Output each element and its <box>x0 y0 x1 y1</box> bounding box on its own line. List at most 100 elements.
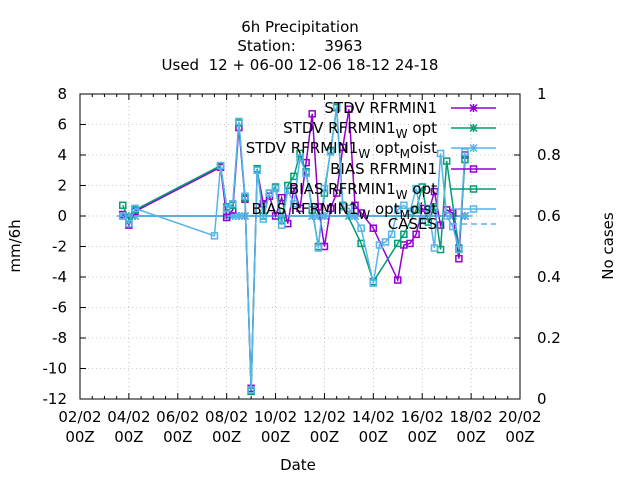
y2-tick-label: 0.2 <box>537 329 561 347</box>
chart-ticks: 02/02 00Z 04/02 00Z 06/02 00Z 08/02 00Z 10/02 00Z… <box>43 85 561 446</box>
series-point <box>314 244 323 252</box>
series-point <box>345 204 353 213</box>
y-tick-label: 8 <box>57 85 67 103</box>
series-point <box>247 386 255 394</box>
x-tick-label: 00Z <box>212 428 241 446</box>
series-point <box>400 201 408 210</box>
series-point <box>229 200 237 208</box>
series-point <box>332 189 341 197</box>
legend-entry-label: BIAS RFRMIN1W optMoist <box>251 200 437 222</box>
legend-entry-label: BIAS RFRMIN1 <box>330 160 437 178</box>
series-point <box>424 204 433 213</box>
legend-entry-label: CASES <box>388 215 437 233</box>
series-point <box>326 148 335 156</box>
y2-tick-label: 0 <box>537 390 547 408</box>
series-point <box>461 148 469 156</box>
series-point <box>394 239 402 248</box>
x-tick-label: 00Z <box>408 428 437 446</box>
series-point <box>369 224 378 232</box>
series-point <box>302 169 310 178</box>
x-tick-label: 02/02 <box>58 408 101 426</box>
x-tick-label: 18/02 <box>449 408 492 426</box>
series-point <box>308 203 316 211</box>
chart-title-line-1: 6h Precipitation <box>241 18 359 36</box>
series-5 <box>119 102 469 394</box>
series-point <box>345 105 353 113</box>
x-tick-label: 14/02 <box>352 408 395 426</box>
series-point <box>235 117 243 126</box>
series-point <box>222 204 231 213</box>
series-point <box>271 184 280 193</box>
series-point <box>430 244 439 252</box>
series-point <box>222 213 231 222</box>
x-tick-label: 00Z <box>359 428 388 446</box>
legend-entry-marker <box>469 205 478 213</box>
legend-entry-label: STDV RFRMIN1 <box>324 99 437 117</box>
series-point <box>387 230 396 239</box>
x-tick-label: 00Z <box>261 428 290 446</box>
legend-entry-label: STDV RFRMIN1W opt <box>283 119 437 141</box>
series-point <box>277 221 286 229</box>
x-tick-label: 00Z <box>505 428 534 446</box>
y-tick-label: 2 <box>57 177 67 195</box>
series-point <box>308 110 316 118</box>
series-point <box>357 224 365 232</box>
series-point <box>381 238 390 246</box>
y-tick-label: 0 <box>57 207 67 225</box>
x-tick-label: 04/02 <box>107 408 150 426</box>
y2-tick-label: 0.6 <box>537 207 561 225</box>
y-tick-label: 4 <box>57 146 67 164</box>
series-point <box>125 219 133 228</box>
y-tick-label: -12 <box>43 390 68 408</box>
y-tick-label: -6 <box>52 299 67 317</box>
x-tick-label: 00Z <box>163 428 192 446</box>
y2-axis-label: No cases <box>599 212 617 280</box>
x-tick-label: 10/02 <box>254 408 297 426</box>
series-point <box>394 206 402 214</box>
series-point <box>320 184 329 193</box>
x-tick-label: 00Z <box>114 428 143 446</box>
series-point <box>241 192 249 200</box>
series-point <box>326 204 335 213</box>
series-point <box>210 232 219 240</box>
series-point <box>455 254 463 263</box>
series-point <box>369 279 378 287</box>
x-tick-label: 00Z <box>310 428 339 446</box>
y2-tick-label: 1 <box>537 85 547 103</box>
x-tick-label: 08/02 <box>205 408 248 426</box>
x-tick-label: 06/02 <box>156 408 199 426</box>
series-point <box>332 102 341 110</box>
y-tick-label: -4 <box>52 268 67 286</box>
series-point <box>436 149 445 158</box>
series-point <box>131 204 139 213</box>
legend-entry-marker <box>469 165 478 173</box>
series-point <box>296 154 304 162</box>
series-point <box>418 216 426 225</box>
chart-plot-area <box>116 102 478 396</box>
y-tick-label: -10 <box>43 360 68 378</box>
series-point <box>290 200 298 208</box>
x-tick-label: 00Z <box>456 428 485 446</box>
series-point <box>119 201 127 210</box>
y-tick-label: -2 <box>52 238 67 256</box>
x-tick-label: 20/02 <box>498 408 541 426</box>
series-point <box>406 207 414 216</box>
legend-entry-label: BIAS RFRMIN1W opt <box>289 180 437 202</box>
legend-entry-label: STDV RFRMIN1W optMoist <box>246 139 437 161</box>
series-point <box>259 215 268 223</box>
x-tick-label: 00Z <box>65 428 94 446</box>
series-point <box>296 204 304 213</box>
series-point <box>284 186 292 194</box>
y-tick-label: -8 <box>52 329 67 347</box>
series-point <box>265 189 274 197</box>
y2-tick-label: 0.8 <box>537 146 561 164</box>
y2-tick-label: 0.4 <box>537 268 561 286</box>
series-point <box>412 230 420 239</box>
chart-title-line-3: Used 12 + 06-00 12-06 18-12 24-18 <box>162 56 439 74</box>
series-point <box>253 166 261 174</box>
x-axis-label: Date <box>280 456 316 474</box>
series-point <box>400 230 408 239</box>
